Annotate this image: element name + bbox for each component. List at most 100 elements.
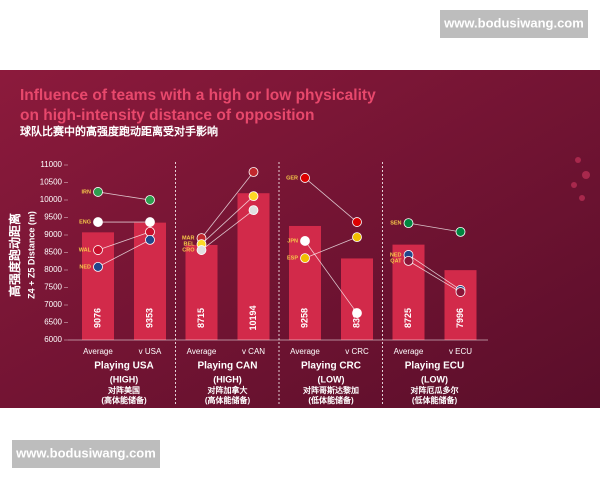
team-code: JPN (287, 238, 298, 244)
value-label: 9353 (144, 308, 154, 328)
group-level: (HIGH) (213, 374, 242, 384)
team-code: BEL (184, 242, 196, 248)
team-link (304, 177, 358, 223)
team-flag (300, 236, 310, 246)
group-name: Playing USA (94, 361, 153, 372)
group-level-zh: (高体能储备) (101, 395, 147, 405)
team-flag (248, 191, 259, 202)
decor (571, 157, 590, 201)
value-label: 8330 (351, 308, 361, 328)
team-link (304, 236, 358, 259)
team-code: QAT (390, 258, 402, 264)
value-label: 8725 (403, 308, 413, 328)
y-tick-label: 9500 (44, 213, 62, 222)
value-label: 9076 (92, 308, 102, 328)
x-tick-label: Average (394, 347, 424, 356)
y-tick-label: 6500 (44, 318, 62, 327)
y-axis-label-zh: 高强度跑动距离 (7, 213, 22, 297)
y-tick-label: 7500 (44, 283, 62, 292)
watermark-box (12, 440, 160, 468)
group-level-zh: (高体能储备) (205, 395, 251, 405)
team-code: GER (286, 175, 298, 181)
team-link (97, 191, 151, 201)
x-tick-label: v CRC (345, 347, 369, 356)
group-name-zh: 对阵加拿大 (208, 385, 248, 395)
team-flag (352, 232, 362, 243)
team-link (97, 231, 151, 251)
group-level-zh: (低体能储备) (412, 395, 458, 405)
x-tick-label: Average (290, 347, 320, 356)
x-tick-label: v CAN (242, 347, 265, 356)
team-flag (300, 253, 310, 264)
team-flag (455, 287, 466, 297)
bar (444, 270, 477, 340)
team-flag (300, 173, 310, 183)
team-code: ESP (287, 256, 298, 262)
team-flag (93, 187, 103, 197)
bar (185, 244, 218, 340)
team-code: ENG (79, 220, 91, 226)
x-tick-label: v ECU (449, 347, 472, 356)
y-tick-label: 10500 (40, 178, 63, 187)
value-label: 9258 (299, 308, 309, 328)
group-name-zh: 对阵厄瓜多尔 (411, 385, 459, 395)
team-code: SEN (390, 221, 401, 227)
team-link (408, 260, 461, 293)
group-name-zh: 对阵美国 (108, 385, 140, 395)
team-flag (145, 234, 155, 245)
team-flag (455, 226, 466, 237)
team-code: CRO (182, 248, 195, 254)
team-flag (248, 205, 259, 216)
team-code: WAL (79, 248, 92, 254)
value-label: 8715 (196, 308, 206, 328)
team-code: NED (390, 252, 402, 258)
y-tick-label: 8500 (44, 248, 62, 257)
team-flag (196, 245, 207, 255)
team-link (304, 240, 358, 314)
group-level: (HIGH) (110, 374, 139, 384)
team-flag (248, 167, 259, 177)
y-axis-label: Z4 + Z5 Distance (m) (26, 211, 36, 299)
bar (341, 258, 373, 340)
team-link (97, 239, 151, 268)
team-flag (352, 217, 362, 227)
group-name: Playing CRC (301, 361, 361, 372)
group-name: Playing CAN (197, 361, 257, 372)
chart-subtitle: 球队比赛中的高强度跑动距离受对手影响 (20, 124, 218, 138)
y-tick-label: 11000 (40, 160, 62, 169)
team-flag (93, 261, 103, 272)
y-tick-label: 7000 (44, 300, 62, 309)
group-level: (LOW) (421, 374, 448, 384)
y-tick-label: 6000 (44, 335, 62, 344)
watermark: www.bodusiwang.com (15, 445, 156, 460)
bar (237, 193, 270, 340)
team-flag (145, 195, 155, 205)
group-level-zh: (低体能储备) (308, 395, 354, 405)
y-tick-label: 9000 (44, 230, 62, 239)
group-name: Playing ECU (405, 361, 464, 372)
team-flag (145, 217, 155, 227)
team-link (201, 171, 254, 239)
team-flag (403, 218, 414, 229)
team-link (408, 222, 461, 233)
team-code: NED (79, 264, 91, 270)
y-tick-label: 10000 (40, 195, 63, 204)
value-label: 7996 (455, 308, 465, 328)
team-flag (93, 217, 103, 227)
team-link (201, 209, 254, 251)
team-code: IRN (82, 189, 92, 195)
x-tick-label: v USA (139, 347, 162, 356)
y-tick-label: 8000 (44, 265, 62, 274)
team-code: MAR (182, 236, 195, 242)
x-tick-label: Average (187, 347, 217, 356)
team-flag (403, 255, 414, 266)
value-label: 10194 (248, 305, 258, 330)
team-flag (352, 308, 362, 318)
x-tick-label: Average (83, 347, 113, 356)
watermark: www.bodusiwang.com (443, 15, 584, 30)
team-link (408, 254, 461, 291)
group-name-zh: 对阵哥斯达黎加 (303, 385, 359, 395)
team-flag (93, 245, 103, 255)
watermark-box (440, 10, 588, 38)
